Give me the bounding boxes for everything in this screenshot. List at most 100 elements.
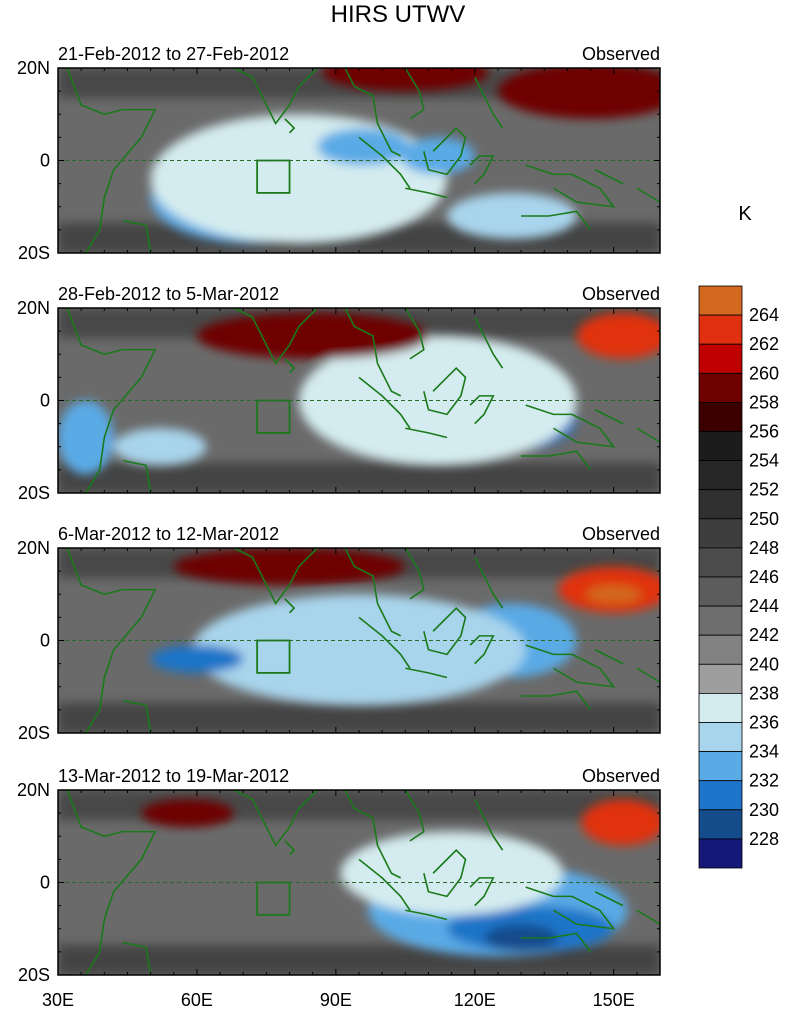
coastline <box>521 450 592 471</box>
contour-region-258 <box>173 548 406 585</box>
colorbar-box <box>698 605 743 636</box>
panel-label: Observed <box>582 284 660 304</box>
coastline <box>358 376 411 429</box>
coastline <box>594 169 624 185</box>
coastline <box>404 68 425 120</box>
coastline <box>404 790 425 842</box>
coastline <box>474 798 504 851</box>
coastline <box>594 409 624 425</box>
coastline <box>122 219 152 253</box>
colorbar-box <box>698 285 743 316</box>
coastline <box>636 187 660 203</box>
coastline <box>525 644 616 688</box>
coastline <box>122 941 152 975</box>
chart-title: HIRS UTWV <box>331 1 466 28</box>
y-tick-label: 0 <box>40 151 50 171</box>
colorbar-box <box>698 489 743 520</box>
y-tick-label: 0 <box>40 631 50 651</box>
coastline <box>358 136 411 189</box>
colorbar-box <box>698 634 743 665</box>
colorbar-label: 244 <box>749 596 779 616</box>
contour-region-234 <box>192 594 526 706</box>
y-tick-label: 20N <box>17 298 50 318</box>
colorbar-box <box>698 314 743 345</box>
map-panel-4: 20N 0 20S 13-Mar-2012 to 19-Mar-2012 Observe… <box>17 766 661 985</box>
region-box <box>256 881 291 916</box>
colorbar-label: 264 <box>749 305 779 325</box>
x-tick-label: 30E <box>42 990 74 1010</box>
coastline <box>474 316 504 369</box>
colorbar-unit: K <box>738 203 752 225</box>
colorbar-box <box>698 518 743 549</box>
colorbar-box <box>698 460 743 491</box>
coastline <box>66 68 157 253</box>
coastline <box>66 548 157 733</box>
colorbar-label: 238 <box>749 683 779 703</box>
colorbar-box <box>698 401 743 432</box>
map-panel-2: 20N 0 20S 28-Feb-2012 to 5-Mar-2012 Observed <box>17 284 661 503</box>
contour-region-236 <box>150 114 447 244</box>
y-tick-label: 20S <box>18 723 50 743</box>
panel-label: Observed <box>582 766 660 786</box>
colorbar: K 264 262 260 258 256 254 252 250 248 246 244 242 24… <box>698 203 779 869</box>
contour-region-234 <box>446 192 577 240</box>
contour-region-258 <box>196 312 429 359</box>
contour-region-232 <box>400 137 475 175</box>
y-tick-label: 20N <box>17 58 50 78</box>
coastline <box>284 358 296 374</box>
colorbar-label: 262 <box>749 334 779 354</box>
colorbar-box <box>698 780 743 811</box>
map-panel-1: 20N 0 20S 21-Feb-2012 to 27-Feb-2012 Observe… <box>17 44 661 263</box>
x-tick-label: 90E <box>320 990 352 1010</box>
colorbar-label: 250 <box>749 509 779 529</box>
region-box <box>256 159 291 194</box>
panel-date-range: 28-Feb-2012 to 5-Mar-2012 <box>58 284 279 304</box>
coastline <box>344 548 402 637</box>
colorbar-label: 240 <box>749 654 779 674</box>
coastline <box>594 649 624 665</box>
region-box <box>256 399 291 434</box>
panel-label: Observed <box>582 44 660 64</box>
map-panels: 20N 0 20S 21-Feb-2012 to 27-Feb-2012 Observe… <box>17 44 661 985</box>
coastline <box>521 210 592 231</box>
colorbar-box <box>698 547 743 578</box>
y-tick-label: 20N <box>17 780 50 800</box>
coastline <box>233 68 318 126</box>
x-tick-label: 60E <box>181 990 213 1010</box>
coastline <box>344 308 402 397</box>
panel-label: Observed <box>582 524 660 544</box>
coastline <box>525 404 616 448</box>
coastline <box>284 598 296 614</box>
colorbar-box <box>698 372 743 403</box>
coastline <box>521 932 592 953</box>
panel-date-range: 6-Mar-2012 to 12-Mar-2012 <box>58 524 279 544</box>
panel-date-range: 13-Mar-2012 to 19-Mar-2012 <box>58 766 289 786</box>
colorbar-box <box>698 343 743 374</box>
coastline <box>344 68 402 157</box>
colorbar-label: 228 <box>749 829 779 849</box>
colorbar-box <box>698 809 743 840</box>
coastline <box>358 616 411 669</box>
colorbar-label: 232 <box>749 771 779 791</box>
colorbar-label: 248 <box>749 538 779 558</box>
coastline <box>404 548 425 600</box>
coastline <box>525 886 616 930</box>
y-tick-label: 20S <box>18 243 50 263</box>
colorbar-label: 230 <box>749 800 779 820</box>
colorbar-label: 236 <box>749 713 779 733</box>
colorbar-box <box>698 576 743 607</box>
coastline <box>469 877 495 907</box>
colorbar-label: 260 <box>749 363 779 383</box>
colorbar-label: 252 <box>749 480 779 500</box>
colorbar-label: 256 <box>749 422 779 442</box>
south-band <box>58 463 660 493</box>
coastline <box>469 635 495 665</box>
coastline <box>521 690 592 711</box>
colorbar-label: 242 <box>749 625 779 645</box>
colorbar-box <box>698 431 743 462</box>
contour-region-262 <box>581 799 660 846</box>
y-tick-label: 20S <box>18 965 50 985</box>
south-band <box>58 703 660 733</box>
contour-region-258 <box>321 68 489 92</box>
